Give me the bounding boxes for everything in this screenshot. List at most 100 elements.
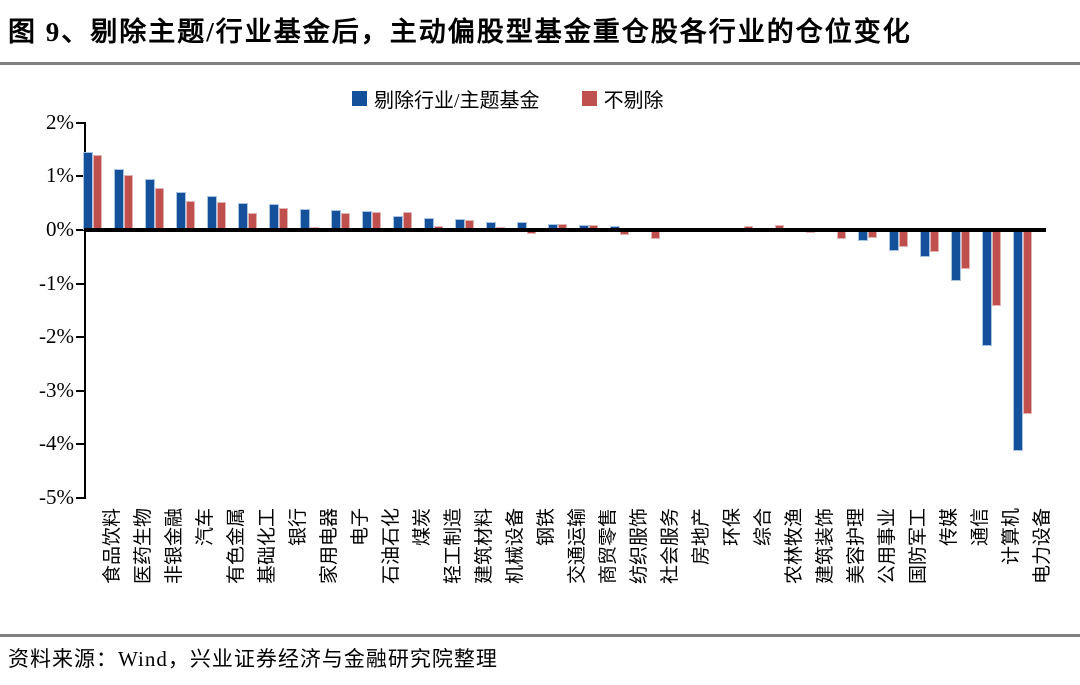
x-axis-label: 美容护理 — [846, 508, 867, 585]
x-axis-label: 轻工制造 — [443, 508, 464, 585]
x-axis-label: 电子 — [350, 508, 371, 547]
bar-included — [836, 230, 846, 239]
footer-divider-line — [0, 634, 1080, 637]
legend-swatch-red-icon — [581, 91, 597, 106]
bar-included — [278, 208, 288, 230]
x-axis-label: 纺织服饰 — [629, 508, 650, 585]
bar-included — [898, 230, 908, 247]
x-axis-label: 传媒 — [939, 508, 960, 547]
y-axis-line — [84, 121, 86, 499]
bar-included — [867, 230, 877, 239]
legend-swatch-blue-icon — [352, 91, 367, 106]
bar-included — [1022, 230, 1032, 414]
y-axis-tick-label: 1% — [46, 163, 74, 188]
legend-item-excluded: 剔除行业/主题基金 — [352, 84, 540, 113]
bar-excluded — [548, 223, 558, 230]
bar-excluded — [176, 191, 186, 230]
bar-excluded — [424, 217, 434, 230]
x-axis-label: 国防军工 — [908, 508, 929, 585]
bar-included — [991, 230, 1001, 307]
y-axis-tick — [76, 282, 85, 285]
bar-included — [433, 225, 443, 230]
bar-included — [123, 175, 133, 230]
x-axis-label: 有色金属 — [226, 508, 247, 585]
y-axis-tick — [76, 336, 85, 339]
x-axis-label: 钢铁 — [536, 508, 557, 547]
y-axis-tick-label: 2% — [46, 109, 74, 134]
bar-excluded — [889, 230, 899, 252]
x-axis-label: 非银金融 — [164, 508, 185, 585]
y-axis-tick-label: -1% — [39, 270, 74, 295]
chart-legend: 剔除行业/主题基金 不剔除 — [352, 84, 664, 113]
bar-excluded — [579, 225, 589, 230]
bar-included — [960, 230, 970, 269]
x-axis-label: 综合 — [753, 508, 774, 547]
bar-included — [526, 230, 536, 235]
x-axis-label: 食品饮料 — [102, 508, 123, 585]
bar-excluded — [269, 204, 279, 230]
y-axis-tick-label: 0% — [46, 217, 74, 241]
bar-included — [464, 220, 474, 230]
x-axis-label: 商贸零售 — [598, 508, 619, 585]
bar-excluded — [145, 179, 155, 230]
source-note: 资料来源：Wind，兴业证券经济与金融研究院整理 — [8, 647, 498, 671]
legend-label-included: 不剔除 — [603, 90, 664, 112]
y-axis-tick-label: -3% — [39, 377, 74, 402]
x-axis-label: 机械设备 — [505, 508, 526, 585]
bar-excluded — [517, 222, 527, 230]
bar-included — [619, 230, 629, 236]
x-axis-label: 石油石化 — [381, 508, 402, 585]
x-axis-label: 社会服务 — [660, 508, 681, 585]
x-axis-label: 公用事业 — [877, 508, 898, 585]
bar-included — [929, 230, 939, 252]
bar-excluded — [982, 230, 992, 346]
bar-included — [557, 223, 567, 230]
x-axis-label: 医药生物 — [133, 508, 154, 585]
bar-included — [340, 212, 350, 230]
x-axis-baseline — [84, 228, 1046, 232]
bar-excluded — [920, 230, 930, 257]
x-axis-label: 通信 — [970, 508, 991, 547]
bar-included — [588, 224, 598, 230]
x-axis-label: 电力设备 — [1032, 508, 1053, 585]
title-divider-line — [0, 62, 1080, 65]
x-axis-label: 计算机 — [1001, 508, 1022, 566]
x-axis-label: 房地产 — [691, 508, 712, 566]
legend-item-included: 不剔除 — [581, 84, 664, 113]
x-axis-label: 建筑装饰 — [815, 508, 836, 585]
bar-included — [216, 202, 226, 230]
x-axis-label: 家用电器 — [319, 508, 340, 585]
y-axis-tick — [76, 443, 85, 446]
bar-excluded — [362, 211, 372, 230]
y-axis-tick — [76, 121, 85, 124]
bar-included — [185, 201, 195, 230]
bar-excluded — [393, 215, 403, 230]
x-axis-label: 建筑材料 — [474, 508, 495, 585]
x-axis-label: 基础化工 — [257, 508, 278, 585]
bar-excluded — [300, 209, 310, 230]
bar-included — [774, 224, 784, 230]
bar-excluded — [207, 196, 217, 230]
x-axis-label: 交通运输 — [567, 508, 588, 585]
x-axis-label: 煤炭 — [412, 508, 433, 547]
x-axis-label: 农林牧渔 — [784, 508, 805, 585]
x-axis-label: 银行 — [288, 508, 309, 547]
bar-included — [92, 154, 102, 230]
y-axis-tick-label: -5% — [39, 485, 74, 509]
bar-excluded — [1013, 230, 1023, 452]
bar-included — [650, 230, 660, 239]
bar-included — [402, 211, 412, 230]
y-axis-tick-label: -4% — [39, 431, 74, 456]
bar-included — [371, 211, 381, 230]
y-axis-tick — [76, 389, 85, 392]
bar-excluded — [83, 152, 93, 230]
bar-excluded — [114, 169, 124, 230]
bar-included — [247, 213, 257, 230]
bar-excluded — [238, 202, 248, 230]
bar-included — [154, 188, 164, 230]
figure-title: 图 9、剔除主题/行业基金后，主动偏股型基金重仓股各行业的仓位变化 — [8, 17, 912, 47]
x-axis-label: 环保 — [722, 508, 743, 547]
legend-label-excluded: 剔除行业/主题基金 — [374, 90, 540, 112]
bar-excluded — [858, 230, 868, 241]
